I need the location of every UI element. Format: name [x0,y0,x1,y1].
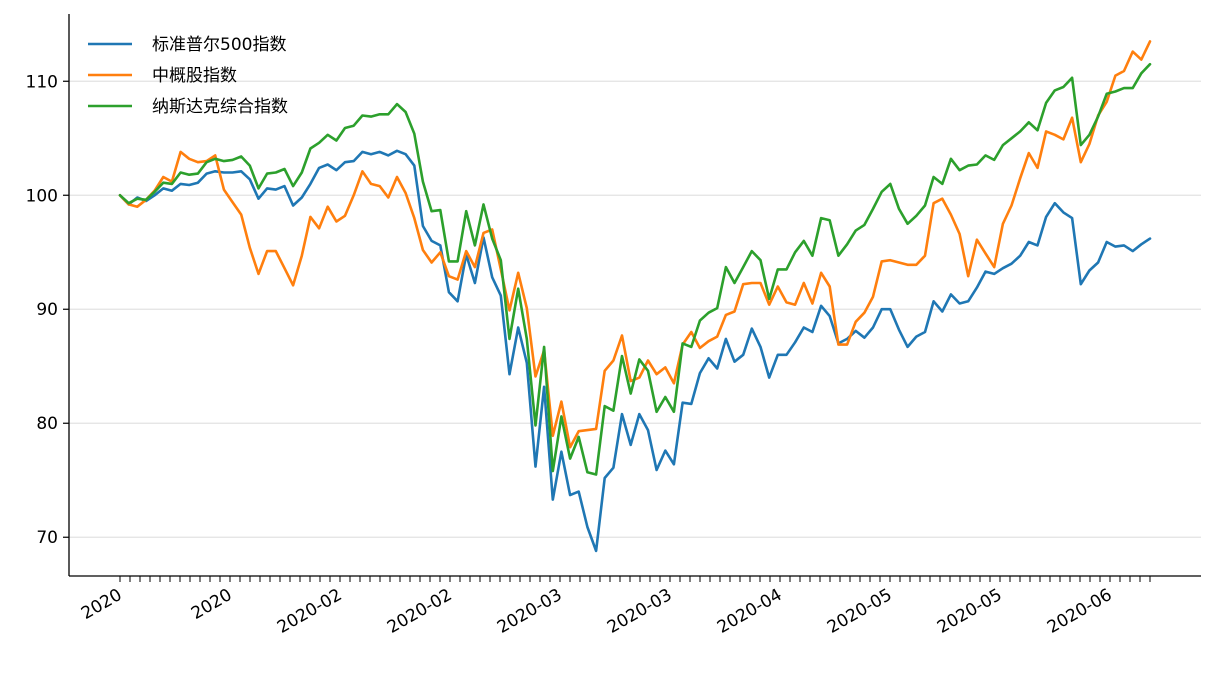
x-axis-ticks: 2020 2020 2020-02 2020-02 2020-03 2020-03 2020… [78,576,1151,638]
x-tick-label-1: 2020 [188,585,235,624]
y-axis-ticks: 70 80 90 100 110 [26,72,69,548]
axes [68,14,1201,577]
x-tick-label-9: 2020-06 [1044,585,1116,638]
legend-label-1: 中概股指数 [152,66,237,86]
series-line-0 [118,149,1152,553]
gridlines [69,80,1201,538]
x-tick-label-5: 2020-03 [604,585,676,638]
y-tick-label-4: 110 [26,72,58,92]
series-line-2 [118,62,1152,476]
x-tick-label-8: 2020-05 [934,585,1006,638]
x-tick-label-0: 2020 [78,585,125,624]
x-tick-label-6: 2020-04 [714,585,786,638]
x-tick-label-2: 2020-02 [274,585,346,638]
y-tick-label-2: 90 [36,300,58,320]
y-tick-label-0: 70 [36,528,58,548]
x-tick-label-7: 2020-05 [824,585,896,638]
y-tick-label-1: 80 [36,414,58,434]
series-lines [118,40,1152,553]
legend-label-0: 标准普尔500指数 [152,35,286,55]
legend-label-2: 纳斯达克综合指数 [152,97,288,117]
y-tick-label-3: 100 [26,186,58,206]
x-tick-label-4: 2020-03 [494,585,566,638]
x-tick-label-3: 2020-02 [384,585,456,638]
